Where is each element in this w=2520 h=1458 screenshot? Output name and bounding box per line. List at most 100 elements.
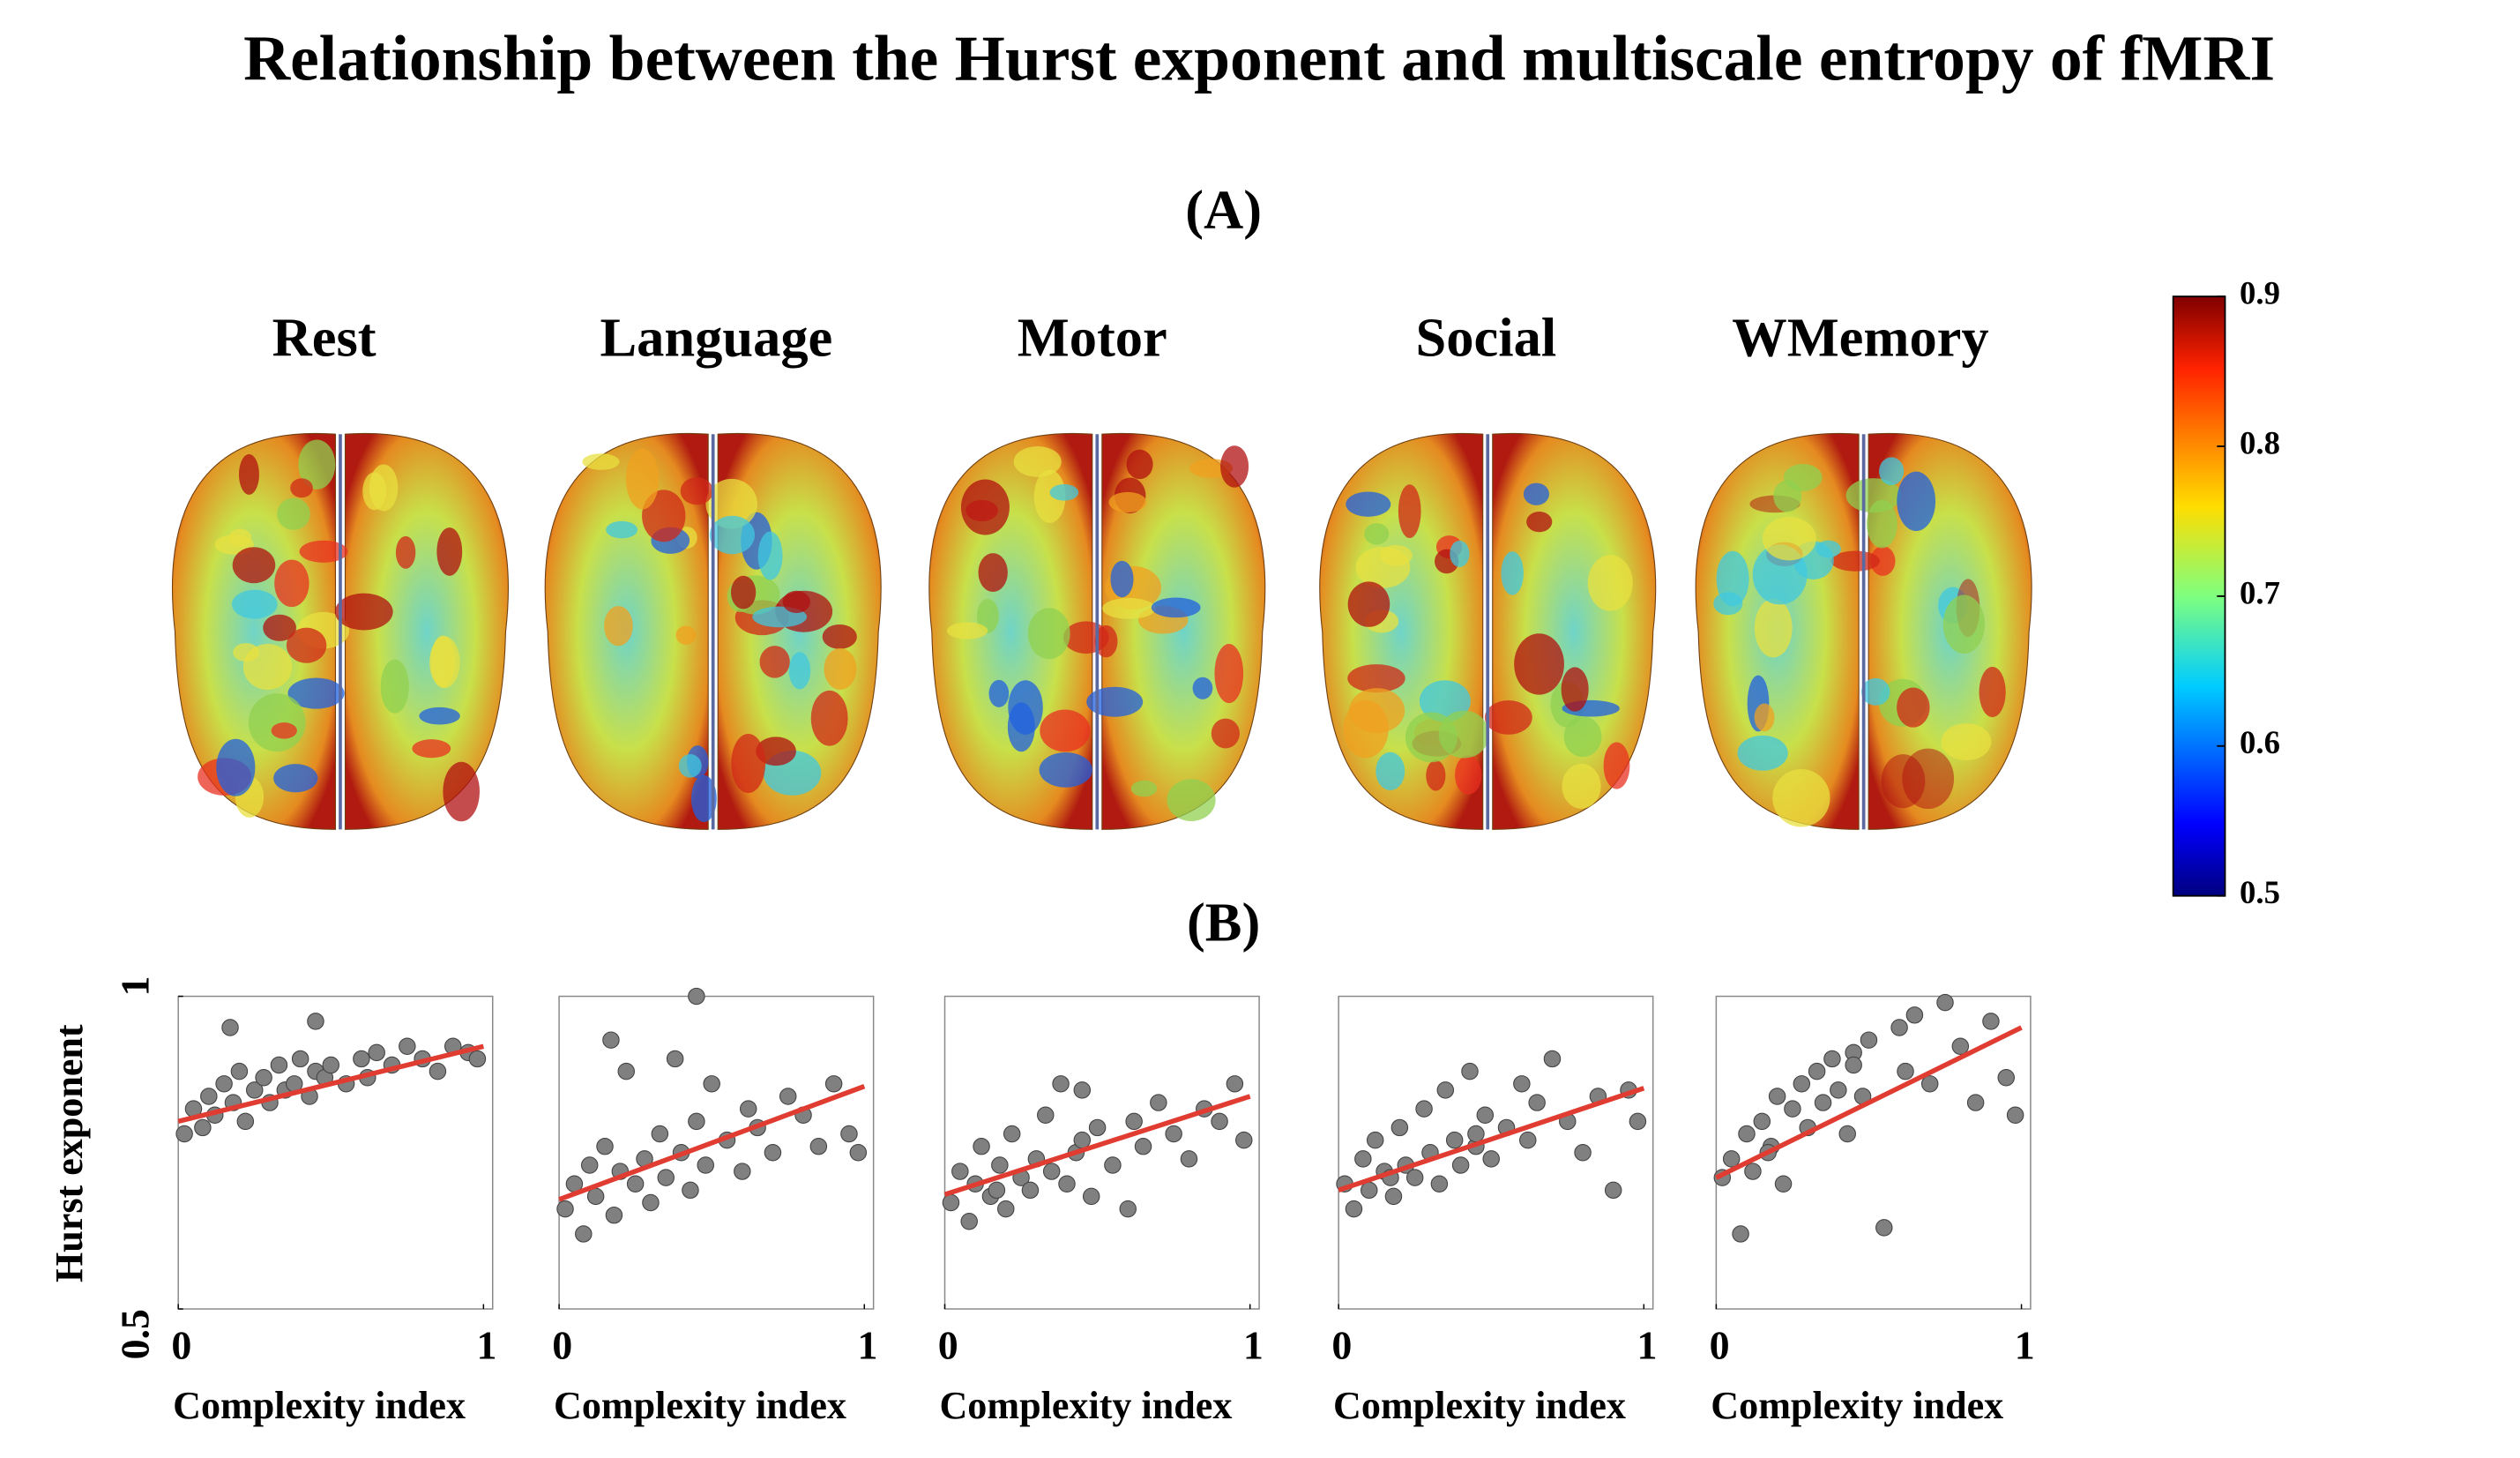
data-point [734,1163,751,1180]
data-point [221,1019,239,1036]
data-point [1793,1075,1811,1093]
x-tick-label: 0 [938,1323,958,1368]
brain-region [731,734,766,794]
data-point [1890,1019,1908,1036]
brain-region [960,479,1010,535]
x-tick-label: 0 [171,1323,191,1368]
colorbar-tick-label: 0.8 [2240,424,2280,460]
data-point [1052,1075,1070,1093]
data-point [1037,1106,1055,1124]
brain-region [430,635,456,688]
data-point [1461,1062,1479,1080]
data-point [194,1118,212,1137]
x-tick-label: 1 [477,1323,497,1368]
brain-region [362,472,387,511]
data-point [1361,1181,1378,1200]
brain-region [1450,540,1470,567]
brain-region [290,478,313,498]
brain-region [976,598,999,633]
data-point [942,1193,960,1212]
data-point [2006,1106,2024,1124]
data-point [1150,1094,1167,1111]
data-point [1738,1125,1756,1143]
fit-line [943,1094,1251,1197]
data-point [997,1200,1015,1218]
brain-region [412,739,451,759]
brain-region [1603,742,1630,789]
brain-region [1126,449,1153,480]
data-point [1082,1187,1100,1206]
data-point [1058,1175,1076,1193]
x-tick-label: 0 [552,1323,572,1368]
brain-image [544,432,882,830]
brain-region [675,625,697,645]
brain-region [287,677,345,709]
data-point [1042,1163,1061,1180]
data-point [605,1206,623,1224]
brain-region [1027,608,1070,660]
brain-region [1192,677,1213,699]
data-point [697,1156,714,1174]
data-point [1354,1150,1372,1168]
data-point [1513,1075,1531,1093]
condition-title: Social [1416,307,1557,369]
brain-region [1861,677,1890,706]
brain-region [1514,633,1564,695]
brain-region [271,722,297,739]
data-point [215,1075,233,1093]
data-point [1445,1131,1464,1149]
data-point [779,1088,797,1105]
brain-region [1347,664,1405,693]
data-point [1830,1081,1847,1099]
brain-region [788,652,811,690]
data-point [1165,1125,1182,1143]
brain-region [1151,597,1201,618]
data-point [1966,1094,1985,1111]
x-tick-label: 1 [1243,1323,1264,1368]
brain-region [1013,446,1062,477]
brain-region [690,774,717,823]
data-point [307,1013,324,1030]
brain-region [1773,480,1802,512]
brain-region [238,453,259,495]
fit-line [1715,1025,2023,1180]
y-axis-label: Hurst exponent [48,1024,91,1282]
brain-region [1364,523,1390,545]
brain-region [443,761,480,822]
data-point [1180,1150,1198,1168]
data-point [1104,1156,1122,1174]
brain-region [824,647,857,690]
data-point [1732,1225,1749,1243]
brain-region [1484,700,1532,735]
brain-region [709,515,755,555]
data-point [575,1225,593,1243]
y-tick-label: 1 [113,976,158,997]
x-tick-label: 0 [1710,1323,1730,1368]
data-point [960,1213,978,1230]
brain-region [334,593,393,631]
brain-region [1942,594,1986,654]
data-point [657,1169,675,1186]
data-point [1415,1100,1433,1118]
data-point [1920,1075,1939,1093]
brain-region [436,527,463,576]
data-point [809,1137,828,1155]
condition-title: Motor [1018,307,1167,369]
brain-hemisphere [344,432,509,830]
data-point [1768,1088,1786,1105]
brain-region [1346,491,1391,517]
data-point [703,1075,720,1093]
data-point [1226,1075,1244,1093]
colorbar [2172,295,2226,897]
brain-region [1426,759,1446,791]
plot-frame [943,995,1260,1310]
brain-region [248,693,306,752]
data-point [1119,1200,1137,1218]
x-axis-label: Complexity index [173,1384,466,1427]
fit-line [1338,1086,1645,1193]
data-point [1823,1050,1841,1068]
data-point [1345,1200,1363,1218]
data-point [824,1075,843,1093]
data-point [764,1144,782,1162]
